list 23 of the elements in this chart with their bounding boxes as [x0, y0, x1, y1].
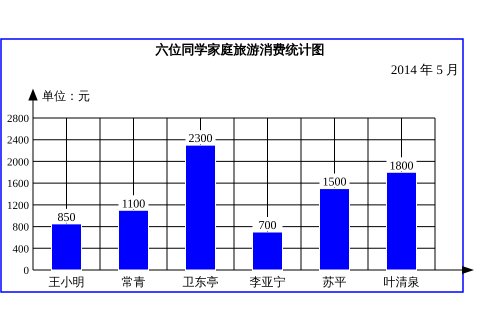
- y-tick-label: 2800: [7, 113, 30, 125]
- y-tick-label: 1600: [7, 178, 30, 190]
- x-tick-label: 常青: [122, 275, 146, 289]
- y-axis-title: 单位：元: [42, 89, 90, 103]
- y-tick-label: 1200: [7, 200, 30, 212]
- data-label: 1500: [322, 174, 346, 189]
- y-tick-label: 2000: [7, 156, 30, 168]
- data-label: 1100: [122, 196, 146, 210]
- y-tick-label: 400: [12, 243, 30, 256]
- data-label: 700: [258, 218, 276, 232]
- y-tick-label: 2400: [7, 134, 30, 147]
- x-tick-label: 叶清泉: [384, 275, 420, 289]
- y-tick-label: 0: [24, 265, 30, 277]
- y-tick-label: 800: [12, 222, 30, 234]
- x-tick-label: 苏平: [322, 275, 346, 289]
- x-tick-label: 卫东亭: [182, 275, 218, 289]
- chart-title: 六位同学家庭旅游消费统计图: [154, 42, 324, 57]
- data-label: 850: [58, 210, 76, 224]
- data-label: 1800: [390, 158, 414, 172]
- x-tick-label: 王小明: [48, 275, 84, 289]
- x-tick-label: 李亚宁: [250, 275, 286, 289]
- data-label: 2300: [188, 131, 212, 146]
- chart-subtitle: 2014 年 5 月: [390, 62, 460, 77]
